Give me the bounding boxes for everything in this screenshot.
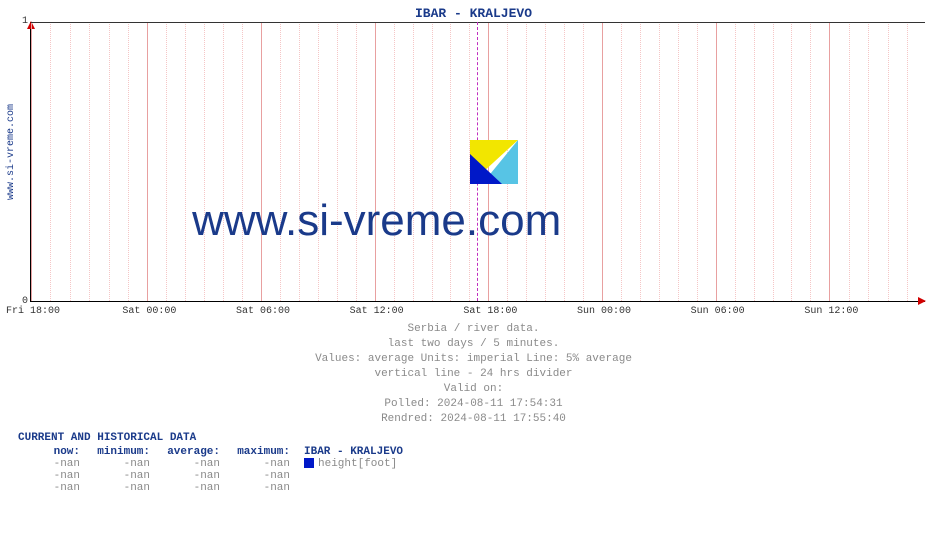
subtitle-line: vertical line - 24 hrs divider [0,367,947,382]
grid-minor [907,22,908,301]
grid-minor [810,22,811,301]
grid-minor [849,22,850,301]
x-tick-label: Sat 00:00 [122,306,176,317]
data-col-header: minimum: [88,446,158,458]
grid-minor [185,22,186,301]
grid-minor [299,22,300,301]
grid-minor [109,22,110,301]
grid-minor [526,22,527,301]
data-table: now:minimum:average:maximum: IBAR - KRAL… [18,446,411,494]
grid-minor [583,22,584,301]
data-cell: -nan [158,458,228,470]
grid-minor [337,22,338,301]
grid-minor [356,22,357,301]
data-legend-cell [298,470,411,482]
grid-major [147,22,148,301]
subtitle-line: Polled: 2024-08-11 17:54:31 [0,397,947,412]
data-cell: -nan [18,458,88,470]
data-cell: -nan [88,470,158,482]
grid-major [716,22,717,301]
watermark-logo [470,140,518,184]
subtitle-line: Rendred: 2024-08-11 17:55:40 [0,412,947,427]
grid-major [829,22,830,301]
y-gridline [31,22,925,23]
grid-minor [545,22,546,301]
data-cell: -nan [228,458,298,470]
grid-minor [640,22,641,301]
grid-minor [242,22,243,301]
data-legend-cell: height[foot] [298,458,411,470]
grid-major [375,22,376,301]
grid-minor [697,22,698,301]
grid-minor [450,22,451,301]
data-col-header: maximum: [228,446,298,458]
grid-minor [621,22,622,301]
watermark-text: www.si-vreme.com [192,196,561,246]
data-cell: -nan [88,482,158,494]
grid-minor [70,22,71,301]
grid-minor [50,22,51,301]
grid-minor [89,22,90,301]
subtitle-line: Serbia / river data. [0,322,947,337]
grid-major [602,22,603,301]
data-cell: -nan [158,482,228,494]
grid-minor [432,22,433,301]
grid-minor [754,22,755,301]
grid-minor [773,22,774,301]
data-legend-cell [298,482,411,494]
data-col-header: average: [158,446,228,458]
grid-minor [280,22,281,301]
grid-minor [791,22,792,301]
grid-minor [678,22,679,301]
grid-major [31,22,32,301]
x-tick-label: Sat 12:00 [350,306,404,317]
data-col-header: now: [18,446,88,458]
subtitle-line: last two days / 5 minutes. [0,337,947,352]
grid-minor [394,22,395,301]
grid-minor [204,22,205,301]
x-tick-label: Sun 12:00 [804,306,858,317]
legend-label: height[foot] [318,458,397,470]
y-tick-label: 1 [16,16,28,27]
grid-minor [888,22,889,301]
side-url-label: www.si-vreme.com [6,104,17,200]
grid-minor [318,22,319,301]
data-cell: -nan [228,470,298,482]
data-cell: -nan [18,470,88,482]
grid-minor [166,22,167,301]
data-cell: -nan [88,458,158,470]
grid-minor [223,22,224,301]
subtitle-block: Serbia / river data.last two days / 5 mi… [0,322,947,427]
legend-swatch [304,458,314,468]
subtitle-line: Valid on: [0,382,947,397]
grid-minor [413,22,414,301]
grid-minor [564,22,565,301]
x-tick-label: Sat 18:00 [463,306,517,317]
chart-title: IBAR - KRALJEVO [0,6,947,21]
data-header: CURRENT AND HISTORICAL DATA [18,432,196,444]
data-cell: -nan [158,470,228,482]
grid-minor [868,22,869,301]
grid-minor [735,22,736,301]
grid-minor [128,22,129,301]
data-cell: -nan [228,482,298,494]
grid-major [261,22,262,301]
data-series-label: IBAR - KRALJEVO [298,446,411,458]
subtitle-line: Values: average Units: imperial Line: 5%… [0,352,947,367]
x-tick-label: Fri 18:00 [6,306,60,317]
grid-minor [659,22,660,301]
x-tick-label: Sun 00:00 [577,306,631,317]
x-tick-label: Sat 06:00 [236,306,290,317]
chart-plot-area: www.si-vreme.com [30,22,925,302]
x-tick-label: Sun 06:00 [691,306,745,317]
data-cell: -nan [18,482,88,494]
